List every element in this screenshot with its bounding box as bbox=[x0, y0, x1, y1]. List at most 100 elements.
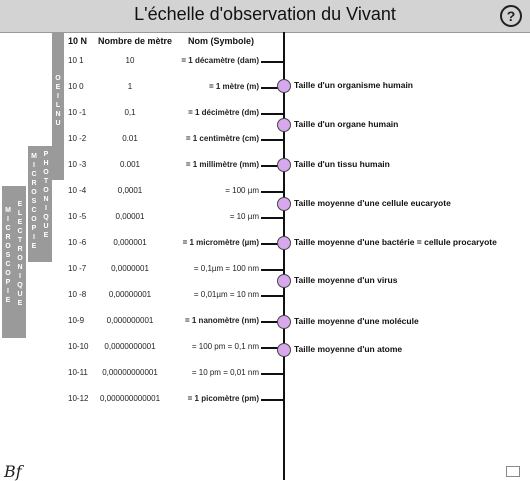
table-row: 10-9 0,000000001 = 1 nanomètre (nm) bbox=[0, 316, 283, 330]
row-tick bbox=[261, 61, 283, 63]
row-unit-name: = 10 µm bbox=[229, 212, 259, 221]
row-unit-name: = 1 nanomètre (nm) bbox=[184, 316, 259, 325]
row-exponent: 10 0 bbox=[68, 82, 84, 91]
row-tick bbox=[261, 165, 283, 167]
row-exponent: 10 1 bbox=[68, 56, 84, 65]
row-meter-value: 0.01 bbox=[122, 134, 138, 143]
row-unit-name: = 100 pm = 0,1 nm bbox=[191, 342, 259, 351]
band-electronique bbox=[14, 186, 26, 338]
row-exponent: 10-10 bbox=[68, 342, 89, 351]
row-unit-name: = 1 décimètre (dm) bbox=[188, 108, 259, 117]
row-tick bbox=[261, 347, 283, 349]
row-unit-name: = 0,1µm = 100 nm bbox=[193, 264, 259, 273]
signature: Bf bbox=[4, 462, 22, 481]
row-meter-value: 0,00000001 bbox=[108, 290, 152, 299]
row-unit-name: = 1 micromètre (µm) bbox=[182, 238, 259, 247]
mail-icon[interactable] bbox=[506, 466, 520, 477]
row-exponent: 10 -6 bbox=[68, 238, 87, 247]
row-meter-value: 0.001 bbox=[119, 160, 141, 169]
table-row: 10 -5 0,00001 = 10 µm bbox=[0, 212, 283, 226]
row-unit-name: = 10 pm = 0,01 nm bbox=[191, 368, 259, 377]
scale-marker-label: Taille d'un organe humain bbox=[294, 119, 399, 129]
row-exponent: 10-9 bbox=[68, 316, 85, 325]
row-tick bbox=[261, 373, 283, 375]
row-unit-name: = 1 centimètre (cm) bbox=[185, 134, 259, 143]
row-tick bbox=[261, 113, 283, 115]
row-meter-value: 0,0001 bbox=[117, 186, 143, 195]
scale-marker-dot[interactable] bbox=[277, 343, 291, 357]
row-meter-value: 0,000000001 bbox=[106, 316, 154, 325]
scale-marker-dot[interactable] bbox=[277, 158, 291, 172]
row-unit-name: = 0,01µm = 10 nm bbox=[193, 290, 259, 299]
scale-marker-dot[interactable] bbox=[277, 118, 291, 132]
help-icon[interactable]: ? bbox=[500, 5, 522, 27]
scale-marker-label: Taille moyenne d'un atome bbox=[294, 344, 403, 354]
row-tick bbox=[261, 321, 283, 323]
table-row: 10 -7 0,0000001 = 0,1µm = 100 nm bbox=[0, 264, 283, 278]
title-bar: L'échelle d'observation du Vivant ? bbox=[0, 0, 530, 33]
scale-axis bbox=[283, 32, 285, 480]
row-exponent: 10 -5 bbox=[68, 212, 87, 221]
row-exponent: 10-11 bbox=[68, 368, 88, 377]
scale-marker-dot[interactable] bbox=[277, 197, 291, 211]
row-tick bbox=[261, 191, 283, 193]
scale-marker-dot[interactable] bbox=[277, 315, 291, 329]
row-exponent: 10 -4 bbox=[68, 186, 87, 195]
table-row: 10 1 10 = 1 décamètre (dam) bbox=[0, 56, 283, 70]
page-title: L'échelle d'observation du Vivant bbox=[134, 4, 396, 24]
table-row: 10 -3 0.001 = 1 millimètre (mm) bbox=[0, 160, 283, 174]
row-unit-name: = 100 µm bbox=[225, 186, 259, 195]
scale-marker-dot[interactable] bbox=[277, 274, 291, 288]
row-tick bbox=[261, 399, 283, 401]
table-row: 10-12 0,000000000001 = 1 picomètre (pm) bbox=[0, 394, 283, 408]
row-meter-value: 0,00001 bbox=[115, 212, 145, 221]
row-tick bbox=[261, 243, 283, 245]
row-exponent: 10 -2 bbox=[68, 134, 87, 143]
row-meter-value: 0,0000000001 bbox=[104, 342, 156, 351]
row-exponent: 10 -3 bbox=[68, 160, 87, 169]
table-row: 10 0 1 = 1 mètre (m) bbox=[0, 82, 283, 96]
scale-marker-label: Taille moyenne d'une molécule bbox=[294, 316, 419, 326]
header-exponent: 10 N bbox=[68, 36, 88, 46]
row-exponent: 10-12 bbox=[68, 394, 89, 403]
row-meter-value: 0,000000000001 bbox=[99, 394, 161, 403]
row-meter-value: 0,00000000001 bbox=[102, 368, 158, 377]
row-unit-name: = 1 mètre (m) bbox=[208, 82, 259, 91]
scale-marker-label: Taille d'un tissu humain bbox=[294, 159, 390, 169]
band-microscopie-1 bbox=[28, 146, 40, 262]
row-tick bbox=[261, 87, 283, 89]
row-meter-value: 0,1 bbox=[124, 108, 136, 117]
scale-marker-dot[interactable] bbox=[277, 236, 291, 250]
row-tick bbox=[261, 217, 283, 219]
row-exponent: 10 -8 bbox=[68, 290, 87, 299]
table-row: 10-10 0,0000000001 = 100 pm = 0,1 nm bbox=[0, 342, 283, 356]
scale-marker-label: Taille d'un organisme humain bbox=[294, 80, 413, 90]
scale-marker-label: Taille moyenne d'un virus bbox=[294, 275, 398, 285]
scale-marker-dot[interactable] bbox=[277, 79, 291, 93]
row-meter-value: 10 bbox=[125, 56, 135, 65]
row-unit-name: = 1 millimètre (mm) bbox=[185, 160, 259, 169]
row-exponent: 10 -7 bbox=[68, 264, 87, 273]
header-meter: Nombre de mètre bbox=[98, 36, 173, 46]
row-exponent: 10 -1 bbox=[68, 108, 87, 117]
table-row: 10 -8 0,00000001 = 0,01µm = 10 nm bbox=[0, 290, 283, 304]
band-photonique bbox=[40, 146, 52, 262]
row-tick bbox=[261, 295, 283, 297]
row-meter-value: 1 bbox=[127, 82, 133, 91]
row-tick bbox=[261, 139, 283, 141]
table-row: 10 -1 0,1 = 1 décimètre (dm) bbox=[0, 108, 283, 122]
row-meter-value: 0,0000001 bbox=[111, 264, 149, 273]
band-microscopie-2 bbox=[2, 186, 14, 338]
row-unit-name: = 1 décamètre (dam) bbox=[181, 56, 259, 65]
row-unit-name: = 1 picomètre (pm) bbox=[187, 394, 259, 403]
scale-marker-label: Taille moyenne d'une bactérie = cellule … bbox=[294, 237, 497, 247]
scale-marker-label: Taille moyenne d'une cellule eucaryote bbox=[294, 198, 451, 208]
row-meter-value: 0,000001 bbox=[113, 238, 147, 247]
table-row: 10 -6 0,000001 = 1 micromètre (µm) bbox=[0, 238, 283, 252]
header-name: Nom (Symbole) bbox=[188, 36, 255, 46]
